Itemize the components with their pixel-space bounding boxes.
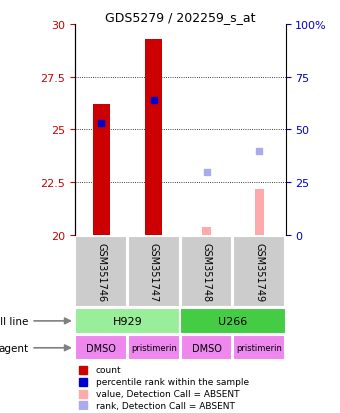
Text: pristimerin: pristimerin — [131, 344, 177, 352]
Text: U266: U266 — [218, 316, 248, 326]
Text: GSM351746: GSM351746 — [96, 242, 106, 301]
Bar — [128, 335, 180, 361]
Text: DMSO: DMSO — [86, 343, 116, 353]
Bar — [202, 227, 211, 235]
Text: percentile rank within the sample: percentile rank within the sample — [96, 377, 249, 386]
Bar — [255, 189, 264, 235]
Text: value, Detection Call = ABSENT: value, Detection Call = ABSENT — [96, 389, 239, 398]
Text: H929: H929 — [113, 316, 142, 326]
Text: rank, Detection Call = ABSENT: rank, Detection Call = ABSENT — [96, 401, 235, 410]
Bar — [234, 335, 285, 361]
Bar — [75, 309, 180, 334]
Text: cell line: cell line — [0, 316, 70, 326]
Bar — [181, 236, 232, 307]
Text: agent: agent — [0, 343, 70, 353]
Text: count: count — [96, 366, 121, 375]
Text: GSM351749: GSM351749 — [254, 242, 264, 301]
Title: GDS5279 / 202259_s_at: GDS5279 / 202259_s_at — [105, 11, 255, 24]
Text: DMSO: DMSO — [192, 343, 221, 353]
Bar — [234, 236, 285, 307]
Text: pristimerin: pristimerin — [236, 344, 282, 352]
Bar — [93, 105, 109, 235]
Bar — [128, 236, 180, 307]
Text: GSM351748: GSM351748 — [202, 242, 211, 301]
Bar — [180, 309, 286, 334]
Bar — [75, 236, 127, 307]
Text: GSM351747: GSM351747 — [149, 242, 159, 301]
Bar — [181, 335, 232, 361]
Bar — [75, 335, 127, 361]
Bar — [146, 40, 162, 235]
